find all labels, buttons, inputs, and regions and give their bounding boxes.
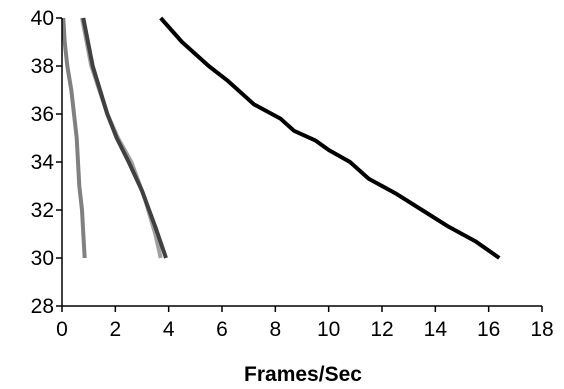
y-tick-label: 34	[31, 151, 55, 174]
x-tick-label: 10	[317, 318, 340, 341]
x-tick-label: 2	[109, 318, 121, 341]
x-tick-label: 8	[269, 318, 281, 341]
x-axis-title: Frames/Sec	[244, 363, 362, 386]
y-tick-label: 38	[31, 55, 54, 78]
axes-layer	[56, 17, 543, 312]
series-line-4	[159, 16, 501, 260]
series-layer	[61, 16, 501, 260]
y-tick-label: 28	[31, 295, 54, 318]
labels-layer: 28 30 32 34 36 38 40 0 2 4 6 8 10 12 14 16 18	[31, 7, 554, 341]
series-line-3	[81, 17, 168, 259]
x-tick-label: 16	[477, 318, 500, 341]
x-tick-label: 14	[424, 318, 448, 341]
y-tick-label: 30	[31, 247, 54, 270]
series-line-2	[80, 17, 163, 259]
x-tick-label: 18	[530, 318, 553, 341]
y-tick-label: 32	[31, 199, 54, 222]
x-tick-label: 6	[216, 318, 228, 341]
y-tick-label: 36	[31, 103, 54, 126]
series-line-1	[61, 17, 87, 259]
x-tick-label: 4	[163, 318, 175, 341]
x-tick-label: 0	[56, 318, 68, 341]
x-tick-label: 12	[370, 318, 393, 341]
y-tick-label: 40	[31, 7, 54, 30]
